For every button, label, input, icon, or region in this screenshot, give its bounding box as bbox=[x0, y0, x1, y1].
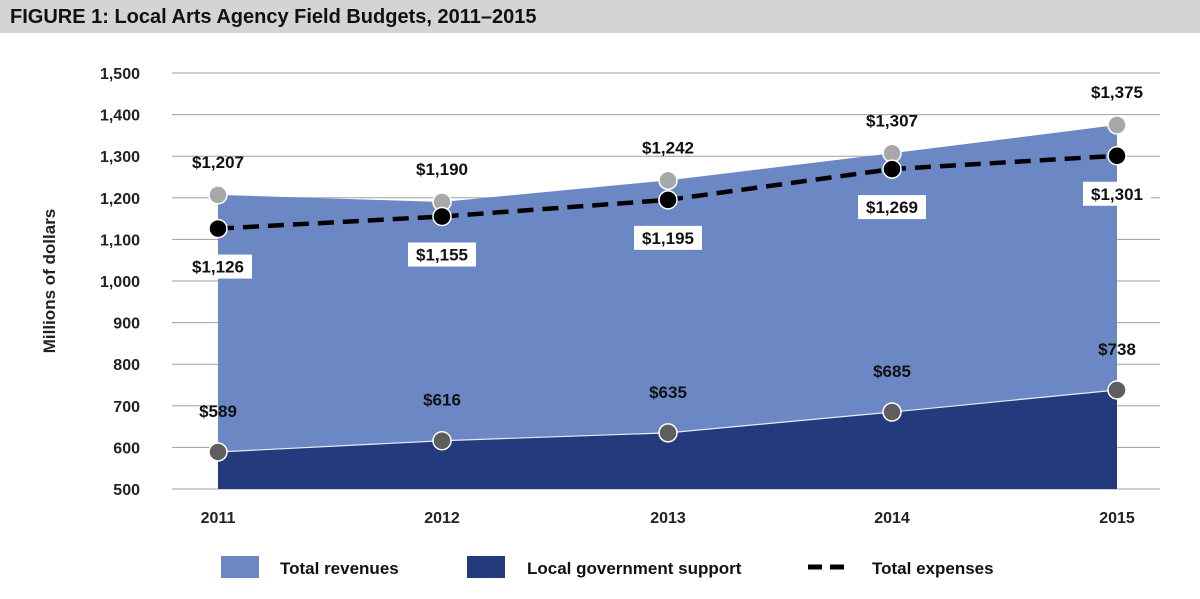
total-expenses-label-box bbox=[1083, 181, 1151, 206]
total-expenses-label: $1,269 bbox=[866, 198, 918, 217]
local-government-support-marker bbox=[1107, 380, 1127, 400]
local-government-support-label: $738 bbox=[1098, 340, 1136, 359]
local-government-support-label: $635 bbox=[649, 383, 687, 402]
total-expenses-label: $1,195 bbox=[642, 229, 694, 248]
x-tick-label: 2013 bbox=[650, 510, 686, 527]
legend-label-local-government-support: Local government support bbox=[527, 559, 742, 578]
y-axis-title: Millions of dollars bbox=[40, 209, 59, 354]
total-revenues-marker bbox=[1107, 115, 1127, 135]
total-expenses-marker bbox=[432, 206, 452, 227]
x-tick-label: 2012 bbox=[424, 510, 460, 527]
x-tick-label: 2015 bbox=[1099, 510, 1135, 527]
total-revenues-label: $1,242 bbox=[642, 138, 694, 157]
y-tick-label: 500 bbox=[113, 482, 140, 499]
local-government-support-marker bbox=[882, 402, 902, 422]
y-tick-label: 1,100 bbox=[100, 232, 140, 249]
total-expenses-label-box bbox=[408, 242, 476, 267]
title-bar: FIGURE 1: Local Arts Agency Field Budget… bbox=[0, 0, 1200, 33]
y-tick-label: 600 bbox=[113, 440, 140, 457]
total-revenues-label: $1,375 bbox=[1091, 83, 1143, 102]
total-expenses-label: $1,155 bbox=[416, 246, 468, 265]
legend-swatch-local-government-support bbox=[467, 556, 505, 578]
total-expenses-label-box bbox=[634, 225, 702, 250]
total-expenses-marker bbox=[1107, 146, 1127, 166]
y-tick-label: 700 bbox=[113, 399, 140, 416]
chart-title: FIGURE 1: Local Arts Agency Field Budget… bbox=[10, 6, 537, 28]
y-tick-label: 800 bbox=[113, 357, 140, 374]
y-tick-label: 1,000 bbox=[100, 274, 140, 291]
local-government-support-marker bbox=[658, 423, 678, 443]
y-tick-label: 1,500 bbox=[100, 66, 140, 83]
total-revenues-label: $1,307 bbox=[866, 111, 918, 130]
local-government-support-marker bbox=[208, 442, 228, 462]
y-tick-label: 1,400 bbox=[100, 108, 140, 125]
total-revenues-marker bbox=[658, 170, 678, 191]
total-expenses-label-box bbox=[858, 195, 926, 220]
local-government-support-label: $589 bbox=[199, 402, 237, 421]
total-expenses-marker bbox=[208, 218, 228, 239]
total-expenses-label: $1,301 bbox=[1091, 185, 1143, 204]
legend-label-total-revenues: Total revenues bbox=[280, 559, 399, 578]
total-revenues-label: $1,207 bbox=[192, 153, 244, 172]
total-revenues-marker bbox=[208, 185, 228, 205]
total-expenses-marker bbox=[658, 190, 678, 210]
y-tick-label: 1,200 bbox=[100, 191, 140, 208]
local-government-support-label: $616 bbox=[423, 391, 461, 410]
total-expenses-marker bbox=[882, 159, 902, 179]
y-tick-label: 900 bbox=[113, 316, 140, 333]
total-expenses-label: $1,126 bbox=[192, 258, 244, 277]
y-tick-label: 1,300 bbox=[100, 149, 140, 166]
legend-label-total-expenses: Total expenses bbox=[872, 559, 994, 578]
local-government-support-marker bbox=[432, 430, 452, 451]
legend-swatch-total-revenues bbox=[221, 556, 259, 578]
local-government-support-label: $685 bbox=[873, 362, 911, 381]
x-tick-label: 2011 bbox=[201, 510, 236, 527]
total-revenues-label: $1,190 bbox=[416, 160, 468, 179]
x-tick-label: 2014 bbox=[874, 510, 910, 527]
total-expenses-label-box bbox=[184, 254, 252, 279]
